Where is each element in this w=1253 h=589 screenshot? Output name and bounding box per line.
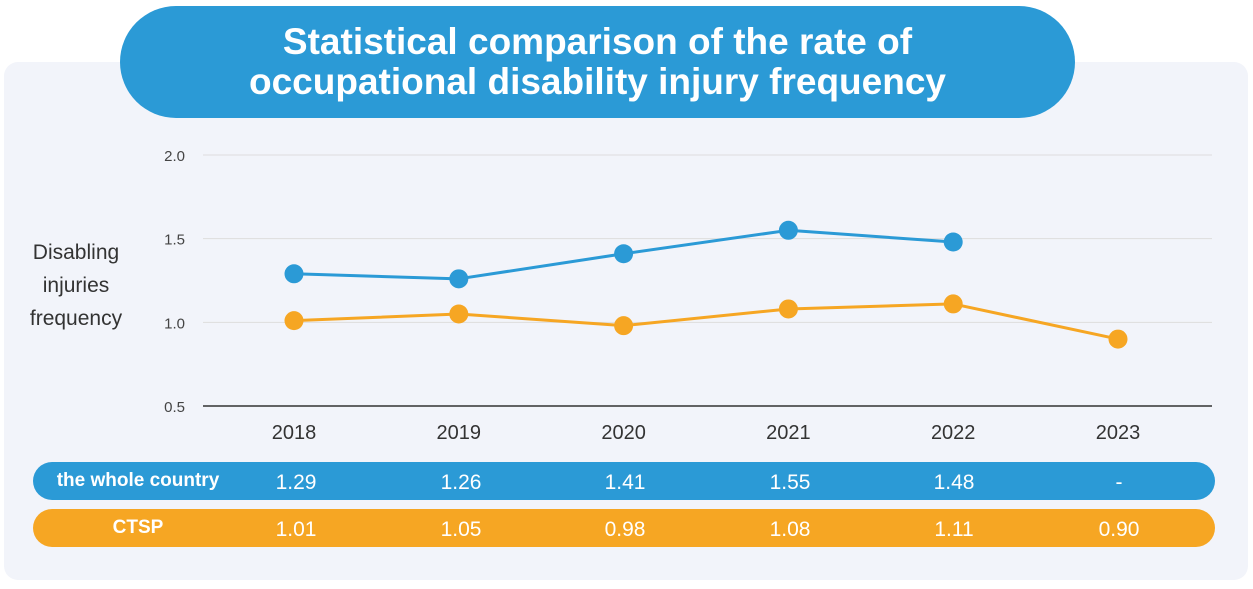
y-tick-label: 2.0	[164, 148, 185, 165]
data-point-ctsp	[1108, 329, 1128, 349]
cell-ctsp-2018: 1.01	[275, 518, 317, 541]
data-point-ctsp	[449, 304, 469, 324]
data-point-ctsp	[614, 316, 634, 336]
data-point-ctsp	[943, 294, 963, 314]
x-tick-label: 2021	[766, 422, 811, 444]
cell-ctsp-2021: 1.08	[769, 518, 811, 541]
data-point-ctsp	[284, 311, 304, 331]
data-point-ctsp	[778, 299, 798, 319]
data-point-whole-country	[778, 220, 798, 240]
y-tick-label: 1.5	[164, 232, 185, 249]
title-banner: Statistical comparison of the rate of oc…	[120, 6, 1075, 118]
cell-whole-country-2022: 1.48	[933, 471, 975, 494]
data-point-whole-country	[943, 232, 963, 252]
cell-ctsp-2019: 1.05	[440, 518, 482, 541]
data-point-whole-country	[614, 244, 634, 264]
x-tick-label: 2020	[601, 422, 646, 444]
cell-whole-country-2020: 1.41	[604, 471, 646, 494]
y-axis-label: Disabling injuries frequency	[29, 241, 123, 330]
cell-ctsp-2023: 0.90	[1098, 518, 1140, 541]
data-point-whole-country	[284, 264, 304, 284]
row-label-whole-country: the whole country	[56, 470, 220, 491]
cell-whole-country-2023: -	[1115, 471, 1123, 494]
x-tick-label: 2018	[272, 422, 317, 444]
row-label-ctsp: CTSP	[112, 517, 164, 538]
y-tick-label: 0.5	[164, 399, 185, 416]
chart-title: Statistical comparison of the rate of oc…	[249, 21, 946, 102]
cell-whole-country-2019: 1.26	[440, 471, 482, 494]
y-tick-label: 1.0	[164, 315, 185, 332]
x-tick-label: 2023	[1096, 422, 1141, 444]
cell-ctsp-2022: 1.11	[934, 518, 974, 541]
series-line-ctsp	[293, 302, 1119, 341]
cell-whole-country-2021: 1.55	[769, 471, 811, 494]
data-point-whole-country	[449, 269, 469, 289]
cell-ctsp-2020: 0.98	[604, 518, 646, 541]
x-tick-label: 2022	[931, 422, 976, 444]
x-tick-label: 2019	[437, 422, 482, 444]
table-row-whole-country: the whole country 1.29 1.26 1.41 1.55 1.…	[33, 462, 1215, 500]
cell-whole-country-2018: 1.29	[275, 471, 317, 494]
table-row-ctsp: CTSP 1.01 1.05 0.98 1.08 1.11 0.90	[33, 509, 1215, 547]
